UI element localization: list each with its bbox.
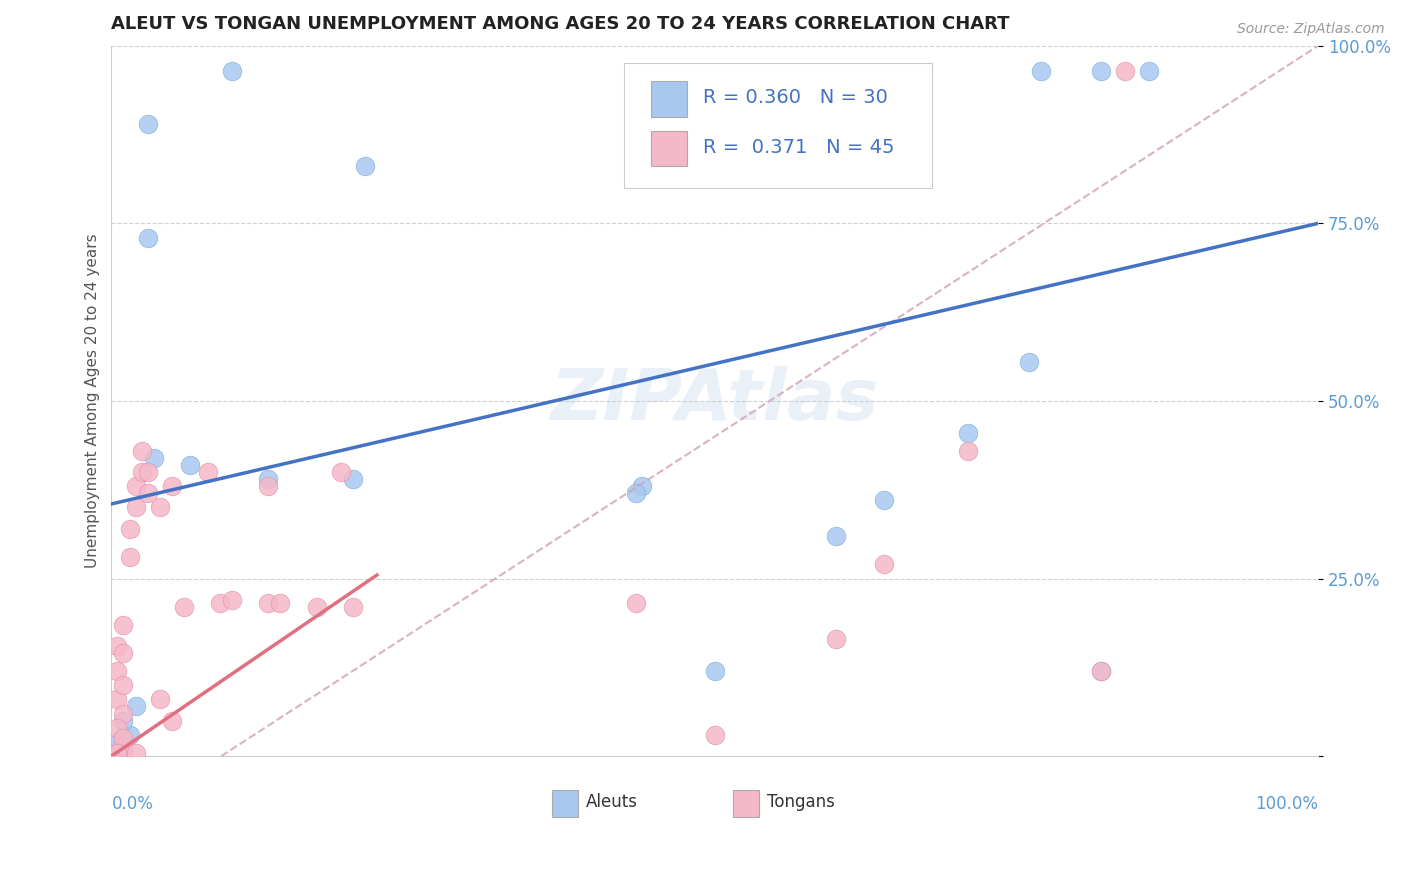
Point bbox=[305, 599, 328, 614]
Point bbox=[1018, 355, 1040, 369]
Point bbox=[1029, 63, 1052, 78]
Point bbox=[149, 500, 172, 515]
Text: Source: ZipAtlas.com: Source: ZipAtlas.com bbox=[1237, 22, 1385, 37]
Point bbox=[179, 458, 201, 472]
Point bbox=[257, 472, 280, 486]
Point bbox=[118, 728, 141, 742]
Point bbox=[124, 699, 146, 714]
Point bbox=[1090, 664, 1112, 678]
Point bbox=[124, 479, 146, 493]
Point bbox=[626, 486, 648, 500]
Point bbox=[1090, 664, 1112, 678]
Text: Tongans: Tongans bbox=[766, 793, 835, 812]
Bar bbox=[733, 789, 759, 816]
Point bbox=[173, 599, 195, 614]
Point bbox=[160, 479, 183, 493]
Point bbox=[124, 746, 146, 760]
Point bbox=[1114, 63, 1136, 78]
Point bbox=[703, 728, 725, 742]
Bar bbox=[553, 789, 578, 816]
Point bbox=[112, 706, 135, 721]
Point bbox=[208, 596, 231, 610]
Point bbox=[107, 746, 129, 760]
Point bbox=[107, 746, 129, 760]
Point bbox=[631, 479, 654, 493]
Point bbox=[1137, 63, 1160, 78]
Point bbox=[957, 425, 980, 440]
Point bbox=[107, 639, 129, 653]
Point bbox=[112, 714, 135, 728]
Point bbox=[149, 692, 172, 706]
Point bbox=[131, 443, 153, 458]
Point bbox=[269, 596, 291, 610]
Point bbox=[112, 646, 135, 660]
Point bbox=[107, 746, 129, 760]
Point bbox=[136, 230, 159, 244]
Point bbox=[136, 486, 159, 500]
Point bbox=[873, 558, 896, 572]
Point bbox=[221, 592, 243, 607]
Point bbox=[124, 500, 146, 515]
Point bbox=[257, 479, 280, 493]
Point bbox=[107, 692, 129, 706]
Point bbox=[824, 632, 846, 646]
Point bbox=[131, 465, 153, 479]
Text: Aleuts: Aleuts bbox=[586, 793, 638, 812]
Point bbox=[107, 721, 129, 735]
Point bbox=[353, 160, 375, 174]
Point bbox=[703, 664, 725, 678]
Point bbox=[112, 742, 135, 756]
FancyBboxPatch shape bbox=[624, 63, 932, 188]
Y-axis label: Unemployment Among Ages 20 to 24 years: Unemployment Among Ages 20 to 24 years bbox=[86, 234, 100, 568]
Point bbox=[160, 714, 183, 728]
Text: 0.0%: 0.0% bbox=[111, 796, 153, 814]
Point bbox=[329, 465, 352, 479]
Text: ALEUT VS TONGAN UNEMPLOYMENT AMONG AGES 20 TO 24 YEARS CORRELATION CHART: ALEUT VS TONGAN UNEMPLOYMENT AMONG AGES … bbox=[111, 15, 1010, 33]
Point bbox=[112, 746, 135, 760]
Point bbox=[112, 739, 135, 753]
Text: R =  0.371   N = 45: R = 0.371 N = 45 bbox=[703, 138, 894, 157]
Point bbox=[824, 529, 846, 543]
Point bbox=[136, 465, 159, 479]
Point bbox=[112, 617, 135, 632]
Point bbox=[112, 731, 135, 746]
Point bbox=[118, 522, 141, 536]
Point bbox=[107, 664, 129, 678]
Point bbox=[197, 465, 219, 479]
Bar bbox=[651, 131, 688, 167]
Text: ZIPAtlas: ZIPAtlas bbox=[551, 367, 879, 435]
Point bbox=[1090, 63, 1112, 78]
Point bbox=[112, 678, 135, 692]
Point bbox=[342, 599, 364, 614]
Point bbox=[957, 443, 980, 458]
Text: 100.0%: 100.0% bbox=[1256, 796, 1319, 814]
Point bbox=[142, 450, 165, 465]
Bar bbox=[651, 81, 688, 117]
Point bbox=[107, 735, 129, 749]
Point bbox=[342, 472, 364, 486]
Point bbox=[626, 596, 648, 610]
Point bbox=[873, 493, 896, 508]
Point bbox=[136, 117, 159, 131]
Point bbox=[118, 550, 141, 565]
Point bbox=[221, 63, 243, 78]
Point bbox=[257, 596, 280, 610]
Text: R = 0.360   N = 30: R = 0.360 N = 30 bbox=[703, 88, 887, 107]
